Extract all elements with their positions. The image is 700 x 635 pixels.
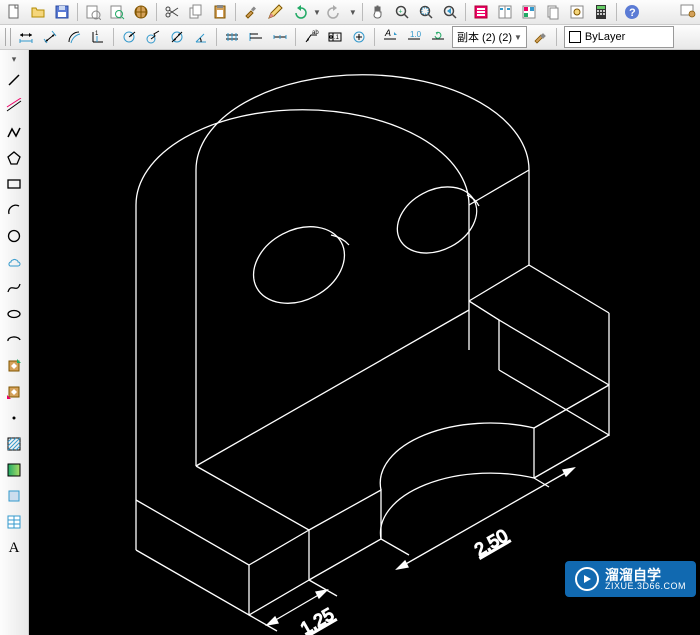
jogged-dim-icon[interactable]	[142, 26, 164, 48]
radius-dim-icon[interactable]	[118, 26, 140, 48]
zoom-window-icon[interactable]	[415, 1, 437, 23]
svg-text:?: ?	[629, 7, 636, 19]
dim-update-icon[interactable]	[427, 26, 449, 48]
paste-icon[interactable]	[209, 1, 231, 23]
polyline-icon[interactable]	[2, 120, 26, 144]
angular-dim-icon[interactable]	[190, 26, 212, 48]
rectangle-icon[interactable]	[2, 172, 26, 196]
svg-text:1.25: 1.25	[297, 604, 337, 635]
svg-text:+: +	[398, 9, 402, 16]
arc-icon[interactable]	[2, 198, 26, 222]
chevron-down-icon: ▼	[313, 8, 321, 17]
sheet-set-icon[interactable]	[542, 1, 564, 23]
dim-edit-icon[interactable]: A	[379, 26, 401, 48]
quick-dim-icon[interactable]	[221, 26, 243, 48]
layer-dropdown[interactable]: ByLayer	[564, 26, 674, 48]
zoom-previous-icon[interactable]	[439, 1, 461, 23]
baseline-dim-icon[interactable]	[245, 26, 267, 48]
page-setup-icon[interactable]	[82, 1, 104, 23]
dim-text-edit-icon[interactable]: 1.0	[403, 26, 425, 48]
watermark: 溜溜自学 ZIXUE.3D66.COM	[565, 561, 696, 597]
command-line-icon[interactable]	[680, 2, 696, 18]
construction-line-icon[interactable]	[2, 94, 26, 118]
block-editor-icon[interactable]	[264, 1, 286, 23]
revision-cloud-icon[interactable]	[2, 250, 26, 274]
drawing-canvas[interactable]: 1.25 2.50 溜溜自学 ZIXUE.3D66.COM	[29, 50, 700, 635]
dimension-toolbar: 1 ab .1 A 1.0 副本 (2) (2) ▼ ByLayer	[0, 25, 700, 50]
help-icon[interactable]: ?	[621, 1, 643, 23]
chevron-down-icon: ▼	[349, 8, 357, 17]
ellipse-arc-icon[interactable]	[2, 328, 26, 352]
main-area: ▾ A	[0, 50, 700, 635]
gradient-icon[interactable]	[2, 458, 26, 482]
layer-label: ByLayer	[585, 31, 625, 43]
open-file-icon[interactable]	[27, 1, 49, 23]
properties-icon[interactable]	[470, 1, 492, 23]
chevron-down-icon: ▼	[514, 33, 522, 42]
calculator-icon[interactable]	[590, 1, 612, 23]
new-file-icon[interactable]	[3, 1, 25, 23]
svg-text:A: A	[384, 29, 391, 38]
dim-2-50: 2.50	[381, 468, 574, 569]
zoom-realtime-icon[interactable]: +	[391, 1, 413, 23]
print-preview-icon[interactable]	[106, 1, 128, 23]
save-icon[interactable]	[51, 1, 73, 23]
tool-palettes-icon[interactable]	[518, 1, 540, 23]
make-block-icon[interactable]	[2, 380, 26, 404]
point-icon[interactable]	[2, 406, 26, 430]
region-icon[interactable]	[2, 484, 26, 508]
quick-leader-icon[interactable]: ab	[300, 26, 322, 48]
text-icon[interactable]: A	[2, 536, 26, 560]
svg-text:1.0: 1.0	[410, 30, 422, 39]
publish-icon[interactable]	[130, 1, 152, 23]
circle-icon[interactable]	[2, 224, 26, 248]
ellipse-icon[interactable]	[2, 302, 26, 326]
play-icon	[575, 567, 599, 591]
watermark-subtitle: ZIXUE.3D66.COM	[605, 582, 686, 591]
spline-icon[interactable]	[2, 276, 26, 300]
svg-text:2.50: 2.50	[471, 525, 511, 560]
linear-dim-icon[interactable]	[15, 26, 37, 48]
insert-block-icon[interactable]	[2, 354, 26, 378]
dim-style-label: 副本 (2) (2)	[457, 29, 512, 45]
redo-icon[interactable]	[324, 1, 346, 23]
svg-text:1: 1	[95, 31, 99, 37]
table-icon[interactable]	[2, 510, 26, 534]
drawing-svg: 1.25 2.50	[29, 50, 700, 635]
ordinate-dim-icon[interactable]: 1	[87, 26, 109, 48]
top-toolbar: ▼ ▼ +?	[0, 0, 700, 25]
watermark-title: 溜溜自学	[605, 568, 686, 582]
undo-icon[interactable]	[288, 1, 310, 23]
svg-text:.1: .1	[334, 35, 340, 41]
tolerance-icon[interactable]: .1	[324, 26, 346, 48]
design-center-icon[interactable]	[494, 1, 516, 23]
dim-style-dropdown[interactable]: 副本 (2) (2) ▼	[452, 26, 527, 48]
aligned-dim-icon[interactable]	[39, 26, 61, 48]
diameter-dim-icon[interactable]	[166, 26, 188, 48]
dim-style-brush-icon[interactable]	[530, 26, 552, 48]
continue-dim-icon[interactable]	[269, 26, 291, 48]
center-mark-icon[interactable]	[348, 26, 370, 48]
hatch-icon[interactable]	[2, 432, 26, 456]
layer-color-swatch	[569, 31, 581, 43]
match-properties-icon[interactable]	[240, 1, 262, 23]
draw-toolbar: ▾ A	[0, 50, 29, 635]
cut-icon[interactable]	[161, 1, 183, 23]
line-icon[interactable]	[2, 68, 26, 92]
polygon-icon[interactable]	[2, 146, 26, 170]
chevron-down-icon[interactable]: ▾	[12, 54, 17, 65]
copy-icon[interactable]	[185, 1, 207, 23]
markup-icon[interactable]	[566, 1, 588, 23]
svg-text:ab: ab	[312, 30, 319, 36]
arc-dim-icon[interactable]	[63, 26, 85, 48]
pan-icon[interactable]	[367, 1, 389, 23]
